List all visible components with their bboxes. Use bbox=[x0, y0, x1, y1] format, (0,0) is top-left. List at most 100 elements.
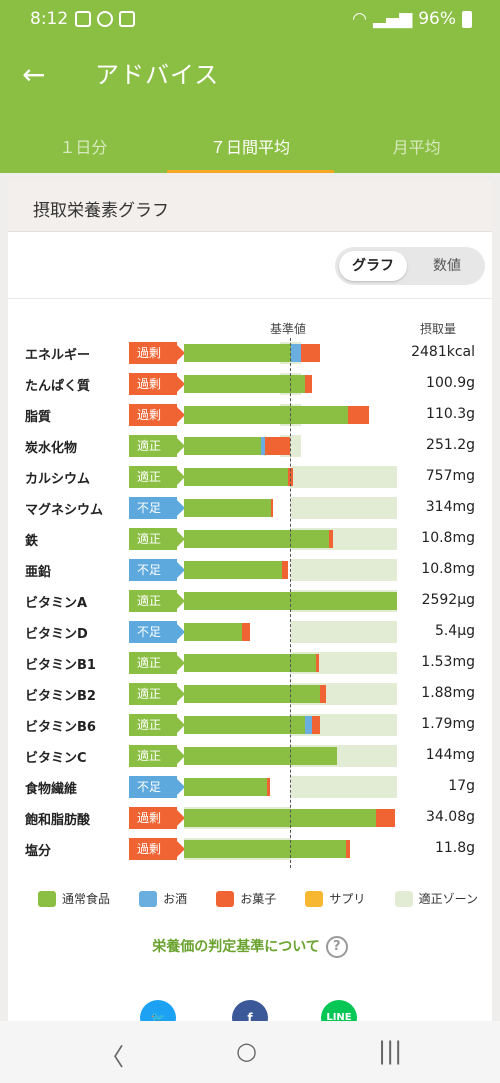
bar-food-segment bbox=[184, 375, 306, 393]
bar-snack-segment bbox=[241, 623, 251, 641]
nutrient-row: 食物繊維 不足 17g bbox=[8, 776, 492, 798]
nutrient-bar-track bbox=[184, 683, 397, 705]
bar-food-segment bbox=[184, 623, 242, 641]
bar-food-segment bbox=[184, 654, 317, 672]
bar-snack-segment bbox=[311, 716, 321, 734]
signal-icon: ▂▄▆ bbox=[372, 9, 413, 29]
status-bar: 8:12 ◠ ▂▄▆ 96% bbox=[0, 0, 500, 38]
nutrient-bar-track bbox=[184, 404, 397, 426]
bar-alcohol-segment bbox=[260, 437, 265, 455]
nutrient-label: ビタミンB6 bbox=[25, 720, 96, 735]
nutrient-bar-track bbox=[184, 559, 397, 581]
tab-seven-day-average[interactable]: ７日間平均 bbox=[210, 138, 291, 157]
bar-food-segment bbox=[184, 747, 338, 765]
optimal-zone bbox=[290, 497, 397, 519]
battery-icon bbox=[462, 10, 472, 28]
bar-snack-segment bbox=[328, 530, 334, 548]
bar-food-segment bbox=[184, 499, 272, 517]
nutrient-label: 炭水化物 bbox=[25, 441, 78, 456]
bar-food-segment bbox=[184, 406, 348, 424]
nutrient-bar-track bbox=[184, 435, 397, 457]
bar-alcohol-segment bbox=[290, 344, 302, 362]
nutrient-bar-track bbox=[184, 745, 397, 767]
nutrient-label: ビタミンC bbox=[25, 751, 87, 766]
bar-snack-segment bbox=[345, 840, 351, 858]
nutrient-bar-track bbox=[184, 652, 397, 674]
nutrient-label: 飽和脂肪酸 bbox=[25, 813, 91, 828]
tab-monthly-average[interactable]: 月平均 bbox=[392, 138, 441, 157]
intake-value: 100.9g bbox=[426, 375, 475, 391]
nutrient-row: マグネシウム 不足 314mg bbox=[8, 497, 492, 519]
intake-value: 1.53mg bbox=[421, 654, 475, 670]
nav-home-icon[interactable]: ○ bbox=[236, 1037, 257, 1065]
help-icon[interactable]: ? bbox=[325, 936, 348, 958]
period-tabs: １日分 ７日間平均 月平均 bbox=[0, 126, 500, 173]
intake-value: 10.8mg bbox=[421, 530, 475, 546]
intake-header: 摂取量 bbox=[419, 322, 456, 336]
nutrient-bar-track bbox=[184, 528, 397, 550]
legend: 通常食品 お酒 お菓子 サプリ 適正ゾーン bbox=[38, 890, 478, 907]
bar-snack-segment bbox=[267, 778, 271, 796]
bar-food-segment bbox=[184, 840, 346, 858]
card-title: 摂取栄養素グラフ bbox=[8, 180, 492, 232]
status-badge: 過剰 bbox=[129, 373, 185, 395]
tab-one-day[interactable]: １日分 bbox=[59, 138, 108, 157]
bar-food-segment bbox=[184, 468, 289, 486]
status-badge: 適正 bbox=[129, 714, 185, 736]
nutrient-row: カルシウム 適正 757mg bbox=[8, 466, 492, 488]
system-nav-bar: 〈 ○ ||| bbox=[0, 1021, 500, 1083]
nav-back-icon[interactable]: 〈 bbox=[100, 1043, 124, 1071]
status-badge: 適正 bbox=[129, 683, 185, 705]
legend-item-supplement: サプリ bbox=[305, 890, 365, 907]
nutrient-bar-track bbox=[184, 621, 397, 643]
criteria-link[interactable]: 栄養価の判定基準について? bbox=[8, 936, 492, 958]
status-badge: 適正 bbox=[129, 590, 185, 612]
intake-value: 2481kcal bbox=[411, 344, 475, 360]
nutrient-label: ビタミンA bbox=[25, 596, 88, 611]
bar-snack-segment bbox=[301, 344, 321, 362]
status-icons bbox=[75, 11, 135, 27]
reference-header: 基準値 bbox=[270, 322, 307, 336]
nutrient-row: 炭水化物 適正 251.2g bbox=[8, 435, 492, 457]
gallery-icon bbox=[75, 11, 91, 27]
bar-food-segment bbox=[184, 530, 329, 548]
nutrient-row: たんぱく質 過剰 100.9g bbox=[8, 373, 492, 395]
nutrient-bar-track bbox=[184, 590, 397, 612]
bar-snack-segment bbox=[281, 561, 289, 579]
bar-snack-segment bbox=[316, 654, 320, 672]
status-badge: 不足 bbox=[129, 497, 185, 519]
nutrient-bar-track bbox=[184, 776, 397, 798]
intake-value: 251.2g bbox=[426, 437, 475, 453]
graph-toggle-button[interactable]: グラフ bbox=[339, 251, 407, 281]
optimal-zone bbox=[290, 466, 397, 488]
nutrient-row: ビタミンC 適正 144mg bbox=[8, 745, 492, 767]
optimal-zone bbox=[290, 621, 397, 643]
bar-food-segment bbox=[184, 778, 268, 796]
nutrient-row: ビタミンD 不足 5.4µg bbox=[8, 621, 492, 643]
nutrient-bar-track bbox=[184, 497, 397, 519]
back-arrow-icon[interactable]: ← bbox=[22, 58, 46, 91]
nutrient-row: ビタミンA 適正 2592µg bbox=[8, 590, 492, 612]
numeric-toggle-button[interactable]: 数値 bbox=[433, 258, 461, 274]
alarm-icon bbox=[97, 11, 113, 27]
optimal-zone bbox=[290, 776, 397, 798]
criteria-link-text[interactable]: 栄養価の判定基準について bbox=[152, 939, 320, 955]
bar-snack-segment bbox=[348, 406, 370, 424]
legend-swatch-zone bbox=[394, 890, 413, 907]
intake-value: 1.79mg bbox=[421, 716, 475, 732]
battery-level: 96% bbox=[418, 9, 456, 29]
legend-swatch-alcohol bbox=[139, 890, 158, 907]
intake-value: 144mg bbox=[425, 747, 475, 763]
nutrient-label: 食物繊維 bbox=[25, 782, 78, 797]
status-badge: 過剰 bbox=[129, 807, 185, 829]
intake-value: 314mg bbox=[425, 499, 475, 515]
page-title: アドバイス bbox=[95, 61, 220, 89]
nav-recents-icon[interactable]: ||| bbox=[378, 1037, 403, 1065]
status-right: ◠ ▂▄▆ 96% bbox=[352, 9, 472, 29]
nutrient-label: ビタミンB2 bbox=[25, 689, 96, 704]
view-toggle: グラフ 数値 bbox=[335, 247, 485, 285]
intake-value: 2592µg bbox=[421, 592, 475, 608]
intake-value: 5.4µg bbox=[434, 623, 475, 639]
divider bbox=[8, 298, 492, 299]
intake-value: 1.88mg bbox=[421, 685, 475, 701]
